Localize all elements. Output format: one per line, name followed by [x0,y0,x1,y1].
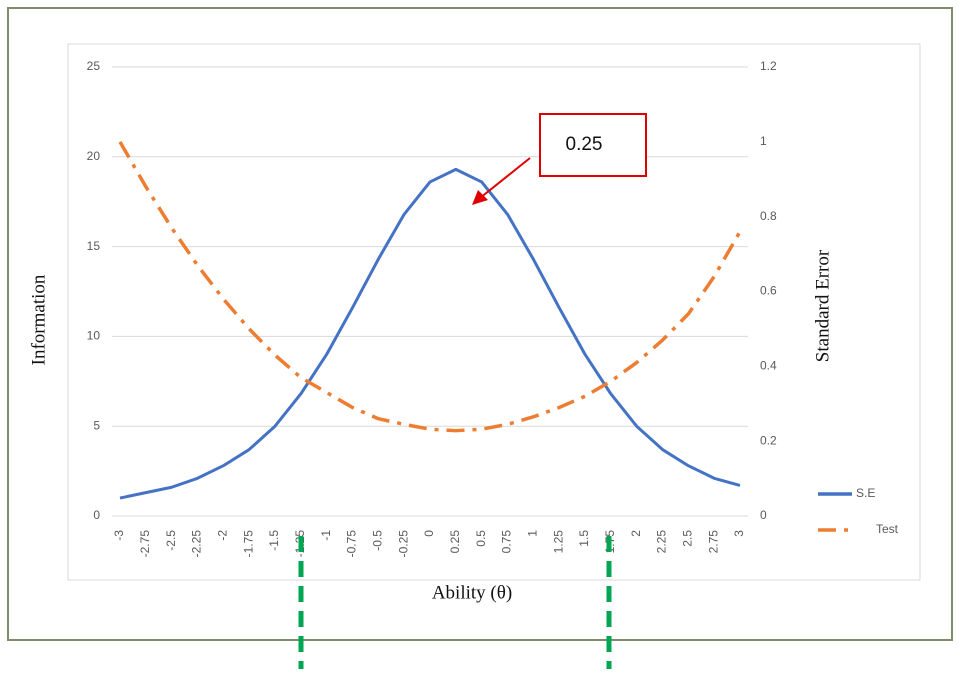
arrow-head [472,190,488,205]
x-tick-label: -1.5 [267,530,281,551]
x-tick-label: -2.75 [138,530,152,558]
x-tick-label: 0 [422,530,436,537]
x-tick-label: -2 [216,530,230,541]
legend-label: Test [876,522,899,536]
y-tick-label: 20 [87,149,101,163]
x-tick-label: -0.25 [396,530,410,558]
x-tick-label: -1.75 [241,530,255,558]
annotation: 0.25 [566,134,603,155]
y-tick-label: 0 [93,508,100,522]
x-tick-label: 1.25 [551,530,565,554]
y-axis-title: Information [28,274,49,365]
x-tick-label: 3 [732,530,746,537]
y-tick-label: 5 [93,418,100,432]
y-tick-label: 10 [87,329,101,343]
y-tick-label: 15 [87,239,101,253]
y2-tick-label: 1.2 [760,59,777,73]
y-tick-label: 25 [87,59,101,73]
y2-tick-label: 0.2 [760,433,777,447]
x-tick-label: 1.5 [577,530,591,547]
y2-tick-label: 0.6 [760,284,777,298]
y2-tick-label: 0.8 [760,209,777,223]
x-tick-label: 0.75 [500,530,514,554]
x-tick-label: -1 [319,530,333,541]
x-tick-label: -2.25 [190,530,204,558]
x-tick-label: -2.5 [164,530,178,551]
annotation-arrow [479,157,531,199]
x-tick-label: 1 [526,530,540,537]
annotation-box [539,113,647,177]
x-tick-label: 2.75 [706,530,720,554]
x-tick-label: 2.5 [681,530,695,547]
series-line [119,167,741,500]
x-tick-label: 2.25 [655,530,669,554]
y2-tick-label: 0.4 [760,359,777,373]
x-tick-label: 0.25 [448,530,462,554]
x-tick-label: 0.5 [474,530,488,547]
x-tick-label: -0.75 [345,530,359,558]
y2-axis-title: Standard Error [812,249,833,362]
legend-label: S.E [856,486,875,500]
x-axis-title: Ability (θ) [432,582,512,603]
y2-tick-label: 1 [760,134,767,148]
plot-frame [67,43,921,581]
x-tick-label: 2 [629,530,643,537]
x-tick-label: -0.5 [371,530,385,551]
x-tick-label: -3 [112,530,126,541]
series-line [118,140,742,433]
y2-tick-label: 0 [760,508,767,522]
